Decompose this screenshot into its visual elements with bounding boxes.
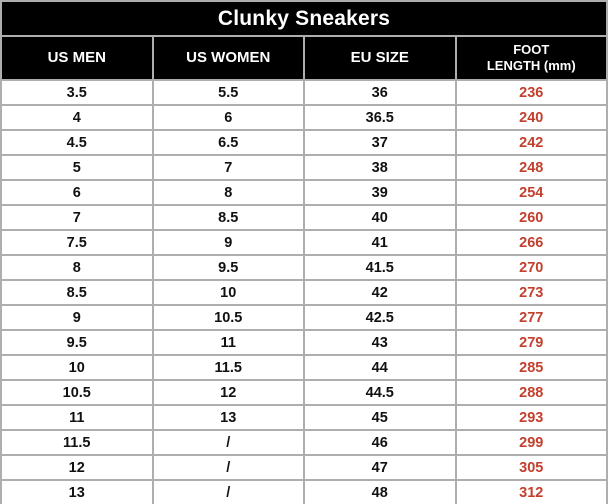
table-body: 3.5 5.5 36 236 4 6 36.5 240 4.5 6.5 37 242 5 7 38 248 6 8… bbox=[0, 79, 608, 504]
cell-us-women: 9.5 bbox=[151, 254, 305, 281]
table-row: 9.5 11 43 279 bbox=[0, 329, 608, 356]
cell-eu-size: 47 bbox=[303, 454, 457, 481]
cell-us-women: 8.5 bbox=[151, 204, 305, 231]
cell-foot-length: 293 bbox=[454, 404, 608, 431]
cell-eu-size: 43 bbox=[303, 329, 457, 356]
table-row: 7.5 9 41 266 bbox=[0, 229, 608, 256]
cell-foot-length: 236 bbox=[454, 79, 608, 106]
column-header-us-men: US MEN bbox=[0, 35, 154, 81]
table-row: 8 9.5 41.5 270 bbox=[0, 254, 608, 281]
table-row: 10 11.5 44 285 bbox=[0, 354, 608, 381]
cell-us-men: 6 bbox=[0, 179, 154, 206]
cell-foot-length: 242 bbox=[454, 129, 608, 156]
cell-us-men: 9.5 bbox=[0, 329, 154, 356]
title-row: Clunky Sneakers bbox=[0, 0, 608, 37]
cell-eu-size: 40 bbox=[303, 204, 457, 231]
cell-foot-length: 277 bbox=[454, 304, 608, 331]
cell-eu-size: 38 bbox=[303, 154, 457, 181]
table-row: 4 6 36.5 240 bbox=[0, 104, 608, 131]
cell-us-men: 3.5 bbox=[0, 79, 154, 106]
cell-us-women: 5.5 bbox=[151, 79, 305, 106]
cell-foot-length: 270 bbox=[454, 254, 608, 281]
cell-us-men: 9 bbox=[0, 304, 154, 331]
cell-eu-size: 42 bbox=[303, 279, 457, 306]
cell-foot-length: 254 bbox=[454, 179, 608, 206]
table-row: 11 13 45 293 bbox=[0, 404, 608, 431]
cell-foot-length: 240 bbox=[454, 104, 608, 131]
cell-eu-size: 46 bbox=[303, 429, 457, 456]
table-row: 4.5 6.5 37 242 bbox=[0, 129, 608, 156]
cell-eu-size: 41 bbox=[303, 229, 457, 256]
column-header-row: US MEN US WOMEN EU SIZE FOOT LENGTH (mm) bbox=[0, 35, 608, 81]
cell-us-men: 10.5 bbox=[0, 379, 154, 406]
cell-eu-size: 37 bbox=[303, 129, 457, 156]
cell-us-men: 12 bbox=[0, 454, 154, 481]
cell-us-women: 10.5 bbox=[151, 304, 305, 331]
cell-eu-size: 48 bbox=[303, 479, 457, 504]
table-row: 7 8.5 40 260 bbox=[0, 204, 608, 231]
cell-foot-length: 279 bbox=[454, 329, 608, 356]
cell-us-men: 10 bbox=[0, 354, 154, 381]
column-header-eu-size: EU SIZE bbox=[303, 35, 457, 81]
cell-us-women: 10 bbox=[151, 279, 305, 306]
cell-us-men: 4.5 bbox=[0, 129, 154, 156]
cell-eu-size: 42.5 bbox=[303, 304, 457, 331]
cell-foot-length: 248 bbox=[454, 154, 608, 181]
cell-eu-size: 44 bbox=[303, 354, 457, 381]
cell-foot-length: 312 bbox=[454, 479, 608, 504]
cell-foot-length: 305 bbox=[454, 454, 608, 481]
cell-us-women: 8 bbox=[151, 179, 305, 206]
cell-us-men: 8.5 bbox=[0, 279, 154, 306]
cell-us-men: 7 bbox=[0, 204, 154, 231]
table-row: 10.5 12 44.5 288 bbox=[0, 379, 608, 406]
table-row: 13/48 312 bbox=[0, 479, 608, 504]
cell-foot-length: 285 bbox=[454, 354, 608, 381]
table-row: 5 7 38 248 bbox=[0, 154, 608, 181]
cell-us-women: 13 bbox=[151, 404, 305, 431]
cell-us-women: 9 bbox=[151, 229, 305, 256]
cell-us-men: 4 bbox=[0, 104, 154, 131]
cell-eu-size: 36 bbox=[303, 79, 457, 106]
cell-us-men: 11 bbox=[0, 404, 154, 431]
cell-us-men: 5 bbox=[0, 154, 154, 181]
table-row: 12/47 305 bbox=[0, 454, 608, 481]
cell-foot-length: 266 bbox=[454, 229, 608, 256]
cell-us-men: 13 bbox=[0, 479, 154, 504]
cell-us-women: 6 bbox=[151, 104, 305, 131]
table-row: 8.5 10 42 273 bbox=[0, 279, 608, 306]
table-row: 11.5/46 299 bbox=[0, 429, 608, 456]
cell-us-women: 12 bbox=[151, 379, 305, 406]
cell-foot-length: 260 bbox=[454, 204, 608, 231]
chart-title: Clunky Sneakers bbox=[0, 0, 608, 37]
cell-us-men: 7.5 bbox=[0, 229, 154, 256]
cell-us-women: / bbox=[151, 454, 305, 481]
cell-foot-length: 288 bbox=[454, 379, 608, 406]
column-header-us-women: US WOMEN bbox=[151, 35, 305, 81]
cell-us-men: 11.5 bbox=[0, 429, 154, 456]
cell-foot-length: 299 bbox=[454, 429, 608, 456]
table-row: 3.5 5.5 36 236 bbox=[0, 79, 608, 106]
table-head: Clunky Sneakers US MEN US WOMEN EU SIZE … bbox=[0, 0, 608, 81]
cell-eu-size: 44.5 bbox=[303, 379, 457, 406]
cell-us-women: / bbox=[151, 479, 305, 504]
cell-eu-size: 39 bbox=[303, 179, 457, 206]
table-row: 9 10.5 42.5 277 bbox=[0, 304, 608, 331]
cell-eu-size: 45 bbox=[303, 404, 457, 431]
cell-foot-length: 273 bbox=[454, 279, 608, 306]
cell-us-men: 8 bbox=[0, 254, 154, 281]
cell-us-women: 7 bbox=[151, 154, 305, 181]
table-row: 6 8 39 254 bbox=[0, 179, 608, 206]
cell-us-women: 6.5 bbox=[151, 129, 305, 156]
cell-us-women: / bbox=[151, 429, 305, 456]
cell-us-women: 11.5 bbox=[151, 354, 305, 381]
column-header-foot-length: FOOT LENGTH (mm) bbox=[454, 35, 608, 81]
cell-us-women: 11 bbox=[151, 329, 305, 356]
cell-eu-size: 36.5 bbox=[303, 104, 457, 131]
cell-eu-size: 41.5 bbox=[303, 254, 457, 281]
